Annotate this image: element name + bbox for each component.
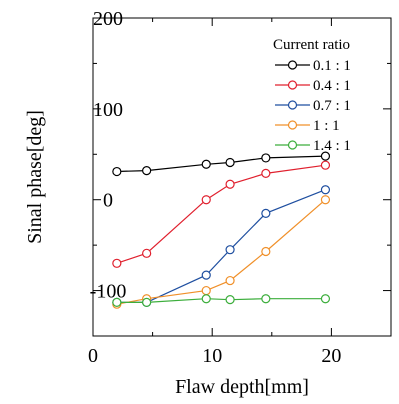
data-point: [112, 258, 122, 268]
data-point: [225, 295, 235, 305]
tick-labels: 0 10 20 -100 0 100 200: [88, 8, 341, 367]
series-2: [112, 185, 331, 307]
series-line: [116, 155, 326, 173]
data-point: [201, 159, 211, 169]
data-point: [225, 245, 235, 255]
data-point: [201, 294, 211, 304]
legend-entry: 0.7 : 1: [275, 98, 351, 114]
series-line: [116, 298, 326, 303]
y-tick-label: 0: [103, 190, 113, 212]
legend-entry: 0.4 : 1: [275, 78, 351, 94]
legend-label: 1.4 : 1: [313, 138, 351, 154]
data-point: [142, 297, 152, 307]
series-line: [116, 164, 326, 264]
data-point: [142, 248, 152, 258]
series-1: [112, 160, 331, 268]
data-point: [201, 270, 211, 280]
data-point: [320, 195, 331, 205]
data-point: [320, 294, 331, 304]
data-point: [201, 285, 211, 296]
legend-entry: 1 : 1: [275, 118, 340, 134]
series-4: [112, 294, 331, 307]
legend-marker: [287, 60, 298, 70]
data-point: [261, 246, 271, 257]
data-point: [201, 195, 211, 205]
plot-frame: [92, 17, 392, 337]
series-layer: [112, 151, 331, 309]
data-point: [261, 153, 271, 163]
data-point: [320, 160, 331, 170]
legend-label: 0.4 : 1: [313, 78, 351, 94]
data-point: [261, 208, 271, 218]
y-tick-label: -100: [90, 281, 127, 303]
data-point: [320, 185, 331, 195]
data-point: [112, 297, 122, 307]
legend-marker: [287, 100, 298, 110]
y-tick-label: 100: [93, 99, 123, 121]
legend-label: 0.1 : 1: [313, 58, 351, 74]
legend-marker: [287, 80, 298, 90]
data-point: [225, 275, 235, 286]
y-axis-label: Sinal phase[deg]: [24, 110, 46, 244]
x-axis-label: Flaw depth[mm]: [175, 376, 309, 398]
legend-marker: [287, 140, 298, 150]
series-0: [112, 151, 331, 177]
data-point: [320, 151, 331, 161]
y-tick-label: 200: [93, 8, 123, 30]
legend-title: Current ratio: [273, 37, 350, 53]
legend-label: 0.7 : 1: [313, 98, 351, 114]
data-point: [261, 168, 271, 178]
data-point: [112, 166, 122, 177]
data-point: [142, 166, 152, 176]
legend-entry: 1.4 : 1: [275, 138, 351, 154]
x-tick-label: 20: [321, 345, 341, 367]
legend-marker: [287, 120, 298, 130]
data-point: [225, 179, 235, 189]
legend-entry: 0.1 : 1: [275, 58, 351, 74]
data-point: [261, 294, 271, 304]
x-tick-label: 10: [202, 345, 222, 367]
legend-label: 1 : 1: [313, 118, 340, 134]
data-point: [225, 157, 235, 168]
x-tick-label: 0: [88, 345, 98, 367]
series-line: [116, 199, 326, 305]
legend: Current ratio 0.1 : 1 0.4 : 1 0.7 : 1 1 : 1…: [273, 37, 351, 154]
series-line: [116, 189, 326, 303]
axis-ticks: [92, 17, 391, 336]
